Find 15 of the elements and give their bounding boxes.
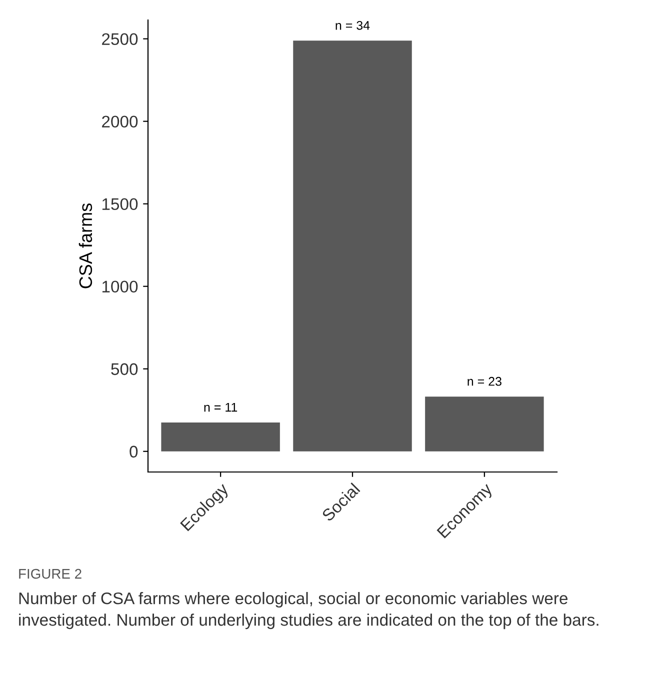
y-tick-label: 0 xyxy=(130,446,138,458)
annotation: n = 34 xyxy=(336,20,370,30)
annotation: n = 11 xyxy=(204,402,238,412)
bar xyxy=(293,40,412,452)
bar xyxy=(161,422,280,452)
y-tick-label: 2000 xyxy=(102,116,138,128)
y-tick-label: 2500 xyxy=(102,33,138,46)
y-tick-label: 1000 xyxy=(102,280,138,293)
text: Number of CSA farms where ecological, social or economic variables were investigated. Number of underlying studies are indicated on the top of the bars. xyxy=(19,592,598,630)
annotation: n = 23 xyxy=(468,376,502,386)
bar xyxy=(425,396,544,452)
y-tick-label: 1500 xyxy=(102,198,138,210)
caption: FIGURE 2 xyxy=(19,568,82,579)
y-axis-title: CSA farms xyxy=(78,204,92,288)
y-tick-label: 500 xyxy=(111,363,138,376)
